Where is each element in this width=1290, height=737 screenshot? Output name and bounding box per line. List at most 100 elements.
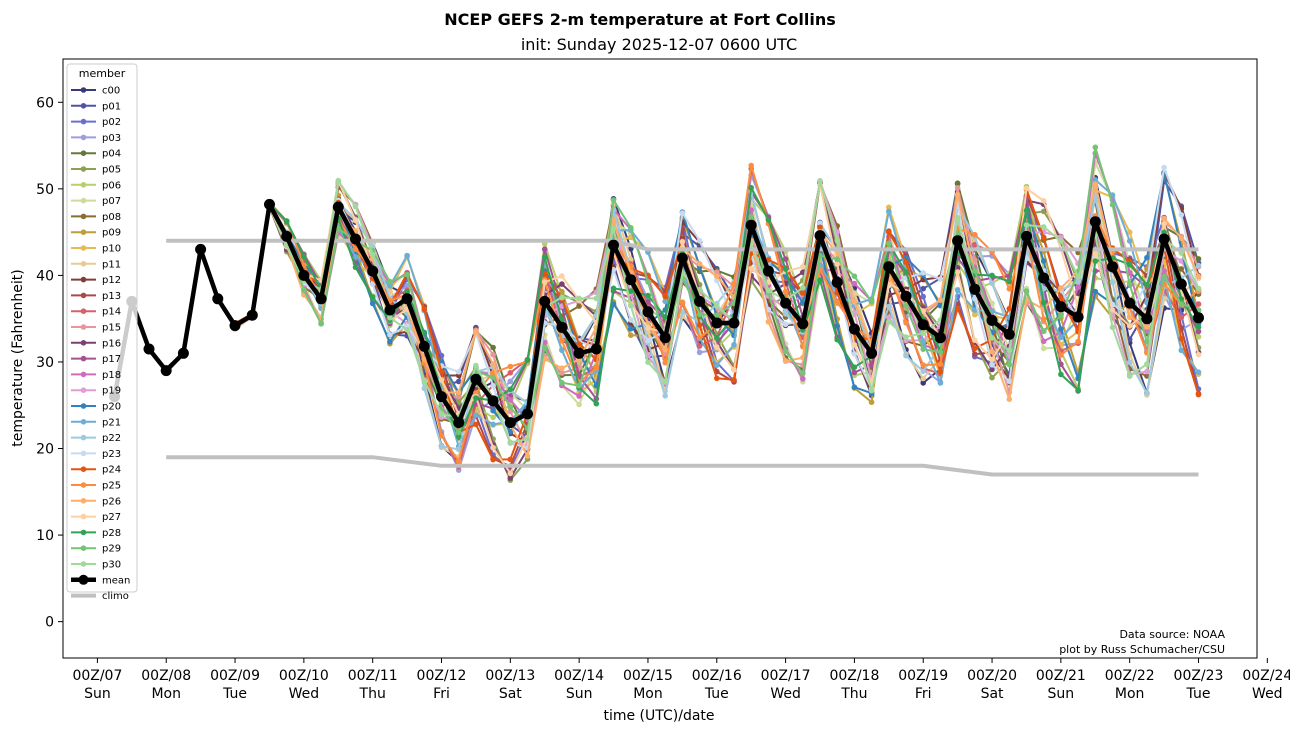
mean-point	[264, 198, 275, 210]
point-p28	[1058, 371, 1064, 378]
point-p24	[714, 375, 720, 382]
legend-entry-p29: p29	[71, 544, 121, 555]
point-p28	[782, 266, 789, 272]
legend-entry-p28: p28	[71, 528, 121, 539]
y-tick-label: 30	[36, 355, 54, 371]
point-p22	[455, 446, 462, 453]
legend-marker	[80, 529, 87, 536]
point-p22	[782, 311, 789, 317]
legend-label: p07	[102, 196, 121, 207]
x-tick-label: 00Z/21	[1036, 668, 1086, 684]
point-p24	[886, 229, 892, 235]
point-p29	[1178, 301, 1185, 307]
point-p14	[507, 370, 514, 376]
mean-point	[625, 274, 637, 286]
point-p21	[886, 208, 892, 215]
mean-point	[1003, 328, 1015, 340]
point-p30	[628, 302, 634, 309]
legend-entry-p15: p15	[71, 323, 121, 334]
point-p26	[473, 328, 479, 335]
legend-marker	[80, 545, 87, 551]
mean-point	[367, 265, 379, 277]
mean-point	[694, 295, 706, 307]
mean-point	[246, 309, 258, 321]
legend-entry-p23: p23	[71, 449, 121, 460]
point-p21	[1058, 334, 1064, 341]
point-p27	[920, 308, 926, 314]
point-p10	[886, 204, 892, 211]
point-p05	[989, 374, 995, 381]
point-p30	[1144, 361, 1150, 367]
legend-entry-p17: p17	[71, 354, 121, 365]
mean-point	[556, 321, 568, 333]
y-tick-label: 60	[36, 95, 54, 111]
climo-lines	[166, 238, 1199, 477]
point-p27	[972, 337, 978, 344]
mean-point	[900, 290, 912, 302]
point-p27	[541, 279, 548, 285]
point-p15	[954, 185, 961, 191]
point-p25	[731, 281, 737, 287]
point-p21	[404, 252, 410, 259]
legend-entry-p20: p20	[71, 402, 121, 413]
point-p27	[1126, 323, 1133, 329]
legend-marker	[80, 182, 87, 188]
point-p25	[1040, 316, 1047, 322]
legend-entry-p13: p13	[71, 291, 121, 302]
x-tick-label: 00Z/17	[761, 668, 811, 684]
x-tick-day-label: Fri	[915, 686, 932, 702]
mean-point	[298, 269, 310, 281]
point-p26	[524, 453, 531, 459]
y-tick-label: 0	[45, 615, 54, 631]
point-p09	[559, 288, 565, 295]
legend-entry-p22: p22	[71, 433, 121, 444]
point-p26	[937, 297, 944, 303]
y-axis-ticks: 0 10 20 30 40 50 60	[36, 95, 63, 631]
mean-point	[384, 304, 396, 316]
mean-point	[848, 323, 860, 335]
legend-marker	[80, 197, 87, 204]
y-tick-label: 10	[36, 528, 54, 544]
point-p28	[1075, 387, 1081, 394]
mean-point	[814, 230, 826, 242]
mean-point	[315, 293, 327, 305]
legend-title: member	[79, 67, 126, 80]
point-p25	[937, 361, 944, 368]
point-p29	[800, 370, 806, 377]
x-tick-day-label: Mon	[1115, 686, 1145, 702]
point-p30	[714, 302, 720, 309]
point-p23	[782, 321, 789, 328]
point-p23	[920, 270, 926, 276]
mean-point	[1072, 311, 1084, 323]
legend-label: p06	[102, 180, 121, 191]
point-p04	[1195, 256, 1202, 262]
point-p27	[731, 367, 737, 373]
point-p25	[782, 288, 789, 295]
point-p26	[696, 261, 703, 267]
point-p06	[1195, 334, 1202, 340]
point-p20	[1040, 258, 1047, 264]
point-p29	[318, 321, 324, 327]
x-tick-label: 00Z/10	[279, 668, 329, 684]
point-p25	[1006, 286, 1013, 292]
point-p28	[473, 395, 479, 401]
point-p21	[1126, 238, 1133, 244]
point-p27	[851, 342, 858, 348]
x-tick-label: 00Z/18	[829, 668, 879, 684]
point-p28	[1144, 282, 1150, 288]
point-p19	[1058, 234, 1064, 240]
point-p26	[1178, 235, 1185, 241]
y-tick-label: 20	[36, 442, 54, 458]
legend-label: p21	[102, 417, 121, 428]
mean-point	[780, 297, 792, 309]
legend-marker	[80, 513, 87, 520]
legend-marker	[80, 498, 87, 504]
point-p18	[541, 339, 548, 346]
point-p23	[455, 369, 462, 375]
mean-point	[504, 417, 516, 429]
point-p29	[1092, 144, 1099, 151]
point-p25	[696, 334, 703, 341]
point-p21	[473, 412, 479, 419]
mean-point	[866, 347, 878, 359]
point-p30	[817, 178, 823, 184]
